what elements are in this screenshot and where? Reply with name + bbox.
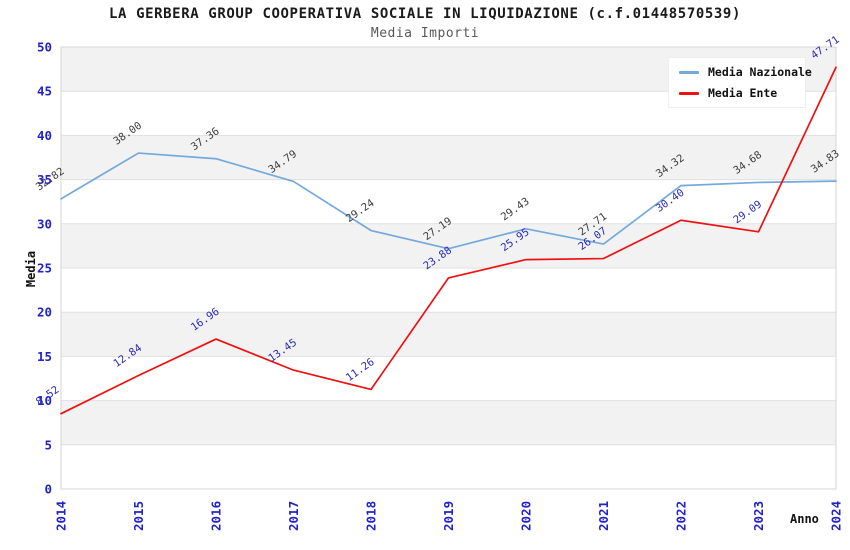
x-tick-label: 2016 bbox=[209, 501, 224, 531]
y-tick-label: 40 bbox=[37, 128, 52, 143]
plot-band bbox=[61, 268, 836, 313]
legend-line-swatch bbox=[679, 70, 699, 74]
legend-item-media-nazionale: Media Nazionale bbox=[679, 65, 812, 79]
chart-subtitle: Media Importi bbox=[370, 26, 480, 41]
x-tick-label: 2024 bbox=[829, 501, 844, 531]
plot-band bbox=[61, 135, 836, 180]
plot-band bbox=[61, 179, 836, 224]
x-tick-label: 2018 bbox=[364, 501, 379, 531]
x-tick-label: 2022 bbox=[674, 501, 689, 531]
y-tick-label: 5 bbox=[44, 437, 52, 452]
x-tick-label: 2023 bbox=[751, 501, 766, 531]
x-tick-label: 2017 bbox=[286, 501, 301, 531]
plot-border bbox=[60, 46, 837, 490]
x-tick-label: 2015 bbox=[131, 501, 146, 531]
y-tick-label: 10 bbox=[37, 393, 52, 408]
y-tick-label: 0 bbox=[44, 482, 52, 497]
y-tick-label: 50 bbox=[37, 40, 52, 55]
y-tick-label: 15 bbox=[37, 349, 52, 364]
x-tick-label: 2014 bbox=[54, 501, 69, 531]
y-tick-label: 25 bbox=[37, 261, 52, 276]
series-line-media-nazionale bbox=[60, 152, 837, 250]
legend-box: Media Nazionale Media Ente bbox=[668, 57, 812, 108]
y-tick-label: 30 bbox=[37, 216, 52, 231]
plot-band bbox=[61, 356, 836, 401]
legend-line-swatch bbox=[679, 91, 699, 95]
x-tick-label: 2021 bbox=[596, 501, 611, 531]
x-tick-label: 2019 bbox=[441, 501, 456, 531]
legend-item-media-ente: Media Ente bbox=[679, 86, 795, 100]
plot-band bbox=[61, 444, 836, 489]
plot-band bbox=[61, 400, 836, 445]
plot-band bbox=[61, 223, 836, 268]
series-line-media-ente bbox=[60, 66, 837, 415]
x-tick-label: 2020 bbox=[519, 501, 534, 531]
plot-band bbox=[61, 312, 836, 357]
y-tick-label: 20 bbox=[37, 305, 52, 320]
chart-title: LA GERBERA GROUP COOPERATIVA SOCIALE IN … bbox=[108, 6, 741, 22]
y-tick-label: 45 bbox=[37, 84, 52, 99]
legend-label: Media Ente bbox=[708, 86, 778, 100]
legend-label: Media Nazionale bbox=[708, 65, 812, 79]
x-axis-title: Anno bbox=[790, 512, 819, 526]
y-tick-label: 35 bbox=[37, 172, 52, 187]
y-axis-title: Media bbox=[24, 250, 38, 288]
